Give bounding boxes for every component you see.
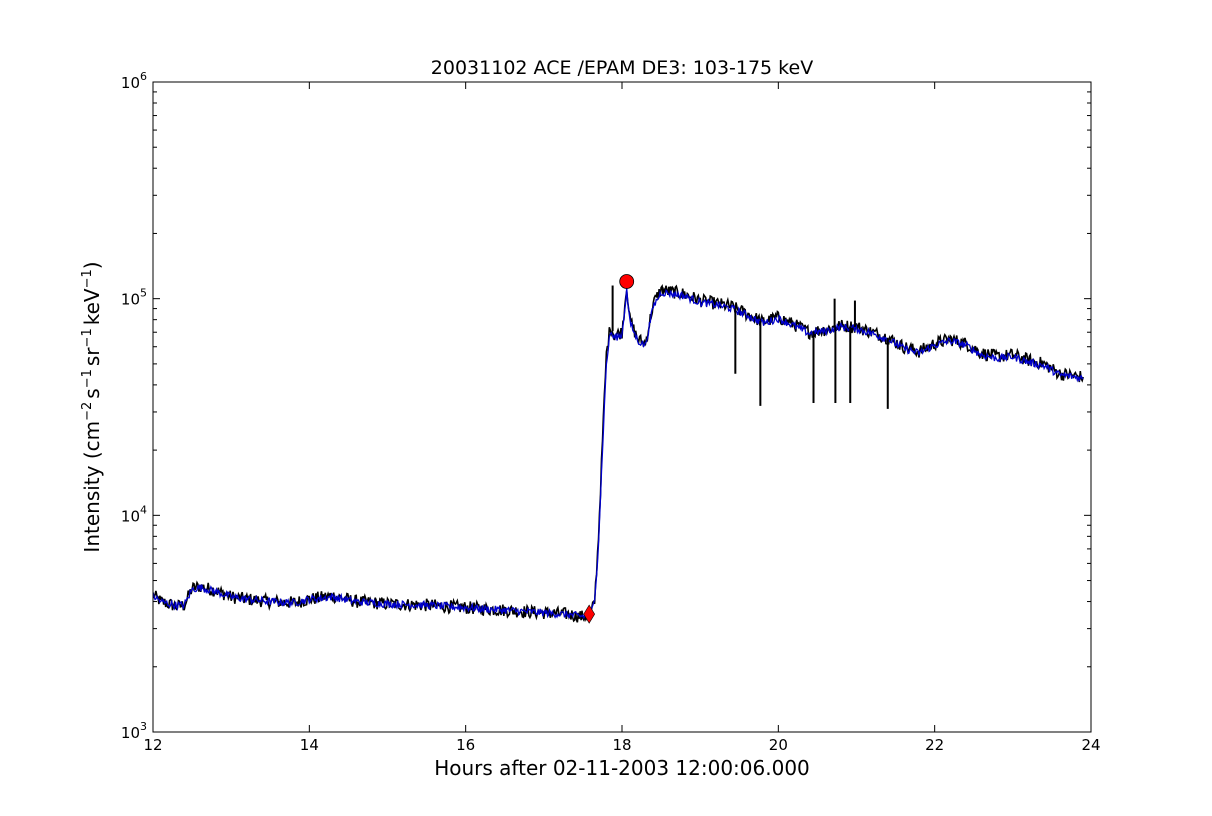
series-line-2 [153, 287, 1084, 620]
y-tick-label-5: 105 [121, 287, 147, 309]
axis-ticks: 12 14 16 18 20 22 24 103 104 105 106 [121, 70, 1101, 754]
y-axis-label-sr: sr [80, 347, 104, 366]
chart-title: 20031102 ACE /EPAM DE3: 103-175 keV [431, 57, 813, 79]
y-axis-label: Intensity (cm−2s−1sr−1keV−1) [80, 261, 104, 552]
x-tick-label-16: 16 [456, 736, 475, 754]
x-tick-label-18: 18 [612, 736, 631, 754]
y-tick-label-6: 106 [121, 70, 147, 92]
y-axis-label-exp1: −2 [80, 402, 95, 421]
y-tick-label-4: 104 [121, 503, 147, 525]
y-axis-label-exp4: −1 [80, 269, 95, 288]
y-axis-label-prefix: Intensity (cm [80, 421, 104, 553]
y-tick-label-3: 103 [121, 720, 147, 742]
y-axis-label-exp3: −1 [80, 328, 95, 347]
x-tick-label-20: 20 [769, 736, 788, 754]
x-tick-label-24: 24 [1081, 736, 1100, 754]
x-tick-label-12: 12 [143, 736, 162, 754]
series-group [153, 284, 1084, 623]
y-axis-label-suffix: ) [80, 261, 104, 269]
axes-frame [152, 81, 1092, 733]
x-axis-label: Hours after 02-11-2003 12:00:06.000 [434, 756, 810, 780]
y-axis-label-kev: keV [80, 288, 104, 325]
y-axis-label-s: s [80, 388, 104, 398]
plot-area [153, 274, 1084, 624]
peak-marker [619, 274, 635, 289]
onset-marker [583, 604, 596, 624]
y-axis-label-exp2: −1 [80, 369, 95, 388]
x-tick-label-22: 22 [925, 736, 944, 754]
x-tick-label-14: 14 [300, 736, 319, 754]
